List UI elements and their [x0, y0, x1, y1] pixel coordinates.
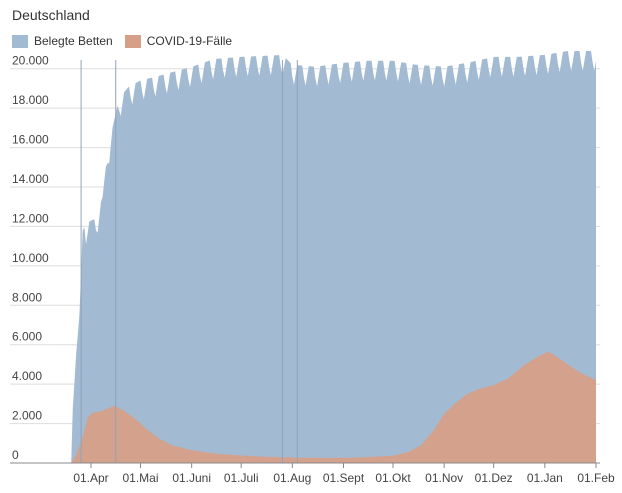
y-tick-label: 16.000	[12, 133, 49, 147]
x-tick-label: 01.Aug	[273, 471, 311, 485]
y-tick-label: 4.000	[12, 369, 42, 383]
x-tick-label: 01.Dez	[475, 471, 513, 485]
y-tick-label: 10.000	[12, 251, 49, 265]
y-tick-label: 18.000	[12, 93, 49, 107]
y-tick-label: 0	[12, 448, 19, 462]
x-tick-label: 01.Apr	[73, 471, 108, 485]
legend-swatch-covid-faelle	[124, 34, 141, 48]
legend-item-belegte-betten[interactable]: Belegte Betten	[12, 34, 113, 48]
x-tick-label: 01.Nov	[425, 471, 463, 485]
y-tick-label: 8.000	[12, 290, 42, 304]
area-belegte-betten[interactable]	[71, 51, 596, 463]
y-tick-label: 12.000	[12, 211, 49, 225]
y-tick-label: 20.000	[12, 54, 49, 68]
y-tick-label: 2.000	[12, 409, 42, 423]
x-tick-label: 01.Feb	[577, 471, 615, 485]
x-tick-label: 01.Juni	[172, 471, 211, 485]
x-tick-label: 01.Jan	[527, 471, 563, 485]
area-covid-faelle[interactable]	[71, 351, 596, 463]
legend-label-covid-faelle: COVID-19-Fälle	[146, 34, 233, 48]
legend: Belegte Betten COVID-19-Fälle	[12, 34, 244, 48]
legend-item-covid-faelle[interactable]: COVID-19-Fälle	[124, 34, 233, 48]
legend-swatch-belegte-betten	[12, 34, 28, 48]
x-tick-label: 01.Mai	[122, 471, 158, 485]
chart-title: Deutschland	[12, 7, 90, 23]
x-tick-label: 01.Juli	[224, 471, 259, 485]
x-tick-label: 01.Sept	[323, 471, 365, 485]
legend-label-belegte-betten: Belegte Betten	[34, 34, 113, 48]
y-tick-label: 14.000	[12, 172, 49, 186]
y-tick-label: 6.000	[12, 330, 42, 344]
x-tick-label: 01.Okt	[375, 471, 411, 485]
